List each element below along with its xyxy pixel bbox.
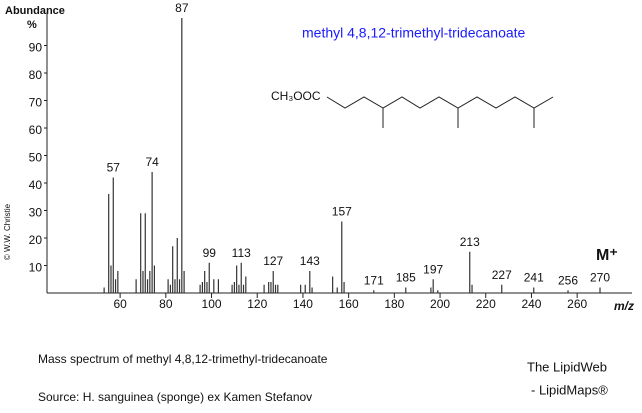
brand: The LipidWeb — [527, 359, 607, 374]
y-tick-label: 90 — [29, 41, 43, 55]
x-axis-label: m/z — [614, 299, 634, 313]
peak-label: 87 — [175, 1, 189, 15]
y-tick-label: 70 — [29, 96, 43, 110]
y-tick-label: 10 — [29, 261, 43, 275]
y-tick-label: 60 — [29, 123, 43, 137]
peak-label: 127 — [263, 254, 283, 268]
chart-title: methyl 4,8,12-trimethyl-tridecanoate — [302, 25, 526, 41]
molecular-ion-label: M⁺ — [596, 247, 618, 264]
peak-label: 270 — [590, 271, 610, 285]
y-axis-label: Abundance — [5, 5, 65, 17]
x-tick-label: 240 — [521, 297, 541, 311]
peak-label: 213 — [460, 235, 480, 249]
y-tick-label: 50 — [29, 151, 43, 165]
peak-label: 143 — [300, 254, 320, 268]
x-tick-label: 60 — [113, 297, 127, 311]
x-tick-label: 160 — [339, 297, 359, 311]
peak-label: 99 — [203, 246, 217, 260]
peak-label: 113 — [232, 246, 251, 260]
peak-label: 227 — [492, 268, 512, 282]
x-tick-label: 120 — [247, 297, 267, 311]
x-tick-label: 220 — [476, 297, 496, 311]
peak-label: 241 — [524, 271, 544, 285]
y-tick-label: 30 — [29, 206, 43, 220]
x-tick-label: 100 — [202, 297, 222, 311]
y-tick-label: 20 — [29, 233, 43, 247]
y-tick-label: 40 — [29, 178, 43, 192]
source: Source: H. sanguinea (sponge) ex Kamen S… — [38, 390, 312, 404]
x-tick-label: 180 — [384, 297, 404, 311]
y-axis-unit: % — [27, 19, 37, 31]
peak-label: 57 — [107, 161, 121, 175]
x-tick-label: 80 — [159, 297, 173, 311]
caption: Mass spectrum of methyl 4,8,12-trimethyl… — [38, 352, 328, 366]
x-tick-label: 140 — [293, 297, 313, 311]
brand: - LipidMaps® — [531, 382, 608, 397]
peak-label: 171 — [364, 273, 384, 287]
x-tick-label: 200 — [430, 297, 450, 311]
y-tick-label: 80 — [29, 68, 43, 82]
peak-label: 256 — [558, 273, 578, 287]
structure-chain — [326, 96, 554, 109]
peak-label: 197 — [423, 262, 443, 276]
structure-label: CH₃OOC — [271, 89, 321, 103]
peak-label: 185 — [396, 271, 416, 285]
peak-label: 157 — [332, 205, 352, 219]
peak-label: 74 — [145, 155, 159, 169]
copyright: © W.W. Christie — [3, 203, 12, 260]
x-tick-label: 260 — [567, 297, 587, 311]
